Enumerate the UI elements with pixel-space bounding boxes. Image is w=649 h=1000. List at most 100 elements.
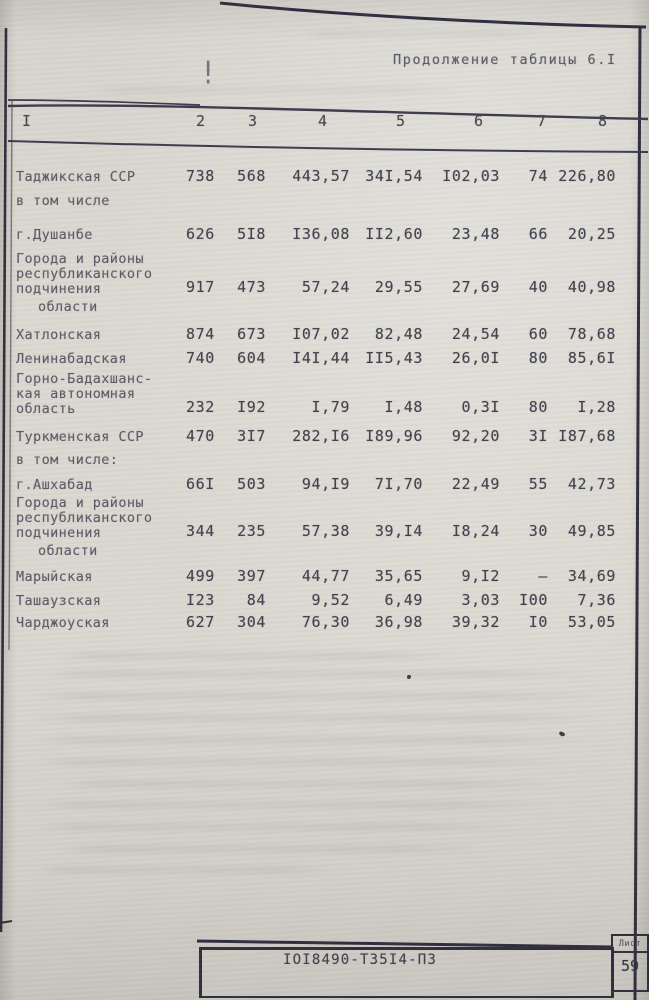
table-cell: 3I (528, 427, 548, 445)
table-cell: 397 (237, 567, 266, 585)
row-label: Ленинабадская (16, 351, 127, 367)
table-cell: 23,48 (451, 225, 500, 243)
table-row: Города и районы республиканского подчине… (16, 252, 648, 297)
table-cell: 80 (528, 349, 548, 367)
table-cell: 74 (528, 167, 548, 185)
table-cell: II2,60 (365, 225, 423, 243)
bleed-through-smudge (35, 714, 610, 722)
table-cell: 40 (528, 278, 548, 296)
row-label: Марыйская (16, 569, 93, 585)
row-label: Чарджоуская (16, 615, 110, 631)
table-cell: 226,80 (558, 167, 616, 185)
table-cell: 627 (186, 613, 215, 631)
table-cell: 6,49 (384, 591, 423, 609)
table-cell: 470 (186, 427, 215, 445)
bleed-through-smudge (60, 780, 560, 788)
table-cell: I23 (186, 591, 215, 609)
table-cell: 80 (528, 398, 548, 416)
row-label: Таджикская ССР в том числе (16, 169, 136, 209)
bleed-through-smudge (40, 670, 595, 678)
sheet-number: 59 (620, 957, 640, 975)
table-cell: 499 (186, 567, 215, 585)
row-label: г.Ашхабад (16, 477, 93, 493)
sheet-number-box: Лист 59 (611, 934, 649, 992)
table-cell: 60 (528, 325, 548, 343)
table-row: Таджикская ССР в том числе 738 568 443,5… (16, 162, 648, 213)
handwritten-mark: ! (200, 55, 217, 92)
table-cell: 0,3I (461, 398, 500, 416)
table-cell: 55 (528, 475, 548, 493)
row-label: Города и районы республиканского подчине… (16, 251, 153, 297)
table-cell: 673 (237, 325, 266, 343)
table-cell: I0 (528, 613, 548, 631)
table-cell: 30 (528, 522, 548, 540)
table-cell: 443,57 (292, 167, 350, 185)
table-cell: 503 (237, 475, 266, 493)
table-cell: 53,05 (567, 613, 616, 631)
table-cell: 57,38 (301, 522, 350, 540)
table-cell: 66I (186, 475, 215, 493)
table-cell: 5I8 (237, 225, 266, 243)
table-cell: 7,36 (577, 591, 616, 609)
row-label: в том числе: (16, 452, 119, 468)
table-cell: 40,98 (567, 278, 616, 296)
table-cell: 92,20 (451, 427, 500, 445)
column-header: 3 (248, 112, 258, 130)
table-cell: I00 (519, 591, 548, 609)
table-row: Хатлонская 874 673 I07,02 82,48 24,54 60… (16, 325, 648, 344)
table-cell: I02,03 (442, 167, 500, 185)
table-cell: 94,I9 (301, 475, 350, 493)
table-cell: 9,I2 (461, 567, 500, 585)
table-cell: I,28 (577, 398, 616, 416)
table-row: Марыйская 499 397 44,77 35,65 9,I2 – 34,… (16, 567, 648, 586)
bleed-through-smudge (90, 86, 470, 94)
document-number: IOI8490-Т35I4-ПЗ (283, 952, 438, 968)
table-row: г.Ашхабад 66I 503 94,I9 7I,70 22,49 55 4… (16, 475, 648, 494)
bleed-through-smudge (300, 30, 550, 38)
table-cell: 738 (186, 167, 215, 185)
table-cell: 232 (186, 398, 215, 416)
bleed-through-smudge (35, 801, 555, 809)
table-cell: I4I,44 (292, 349, 350, 367)
table-cell: 7I,70 (374, 475, 423, 493)
statistics-table: Таджикская ССР в том числе 738 568 443,5… (16, 158, 648, 632)
table-cell: 39,I4 (374, 522, 423, 540)
table-cell: 27,69 (451, 278, 500, 296)
table-row: Ташаузская I23 84 9,52 6,49 3,03 I00 7,3… (16, 591, 648, 610)
table-row: Туркменская ССР 470 3I7 282,I6 I89,96 92… (16, 427, 648, 446)
table-cell: 57,24 (301, 278, 350, 296)
table-cell: 82,48 (374, 325, 423, 343)
table-cell: 39,32 (451, 613, 500, 631)
table-cell: 85,6I (567, 349, 616, 367)
table-cell: I,48 (384, 398, 423, 416)
table-cell: I8,24 (451, 522, 500, 540)
table-cell: I,79 (311, 398, 350, 416)
bleed-through-smudge (38, 866, 338, 874)
table-row: в том числе: (16, 452, 648, 468)
table-cell: 42,73 (567, 475, 616, 493)
row-label: Туркменская ССР (16, 429, 144, 445)
column-header: 8 (598, 112, 608, 130)
table-cell: 29,55 (374, 278, 423, 296)
table-cell: I87,68 (558, 427, 616, 445)
table-cell: 917 (186, 278, 215, 296)
table-cell: 36,98 (374, 613, 423, 631)
table-cell: 282,I6 (292, 427, 350, 445)
column-header: 6 (474, 112, 484, 130)
row-label: г.Душанбе (16, 227, 93, 243)
row-label: Хатлонская (16, 327, 102, 343)
row-label: Города и районы республиканского подчине… (16, 495, 153, 541)
column-header: 4 (318, 112, 328, 130)
table-cell: 9,52 (311, 591, 350, 609)
table-cell: 22,49 (451, 475, 500, 493)
table-cell: 78,68 (567, 325, 616, 343)
table-cell: 66 (528, 225, 548, 243)
table-cell: 3,03 (461, 591, 500, 609)
row-label: Горно-Бадахшанс- кая автономная область (16, 371, 153, 417)
table-cell: II5,43 (365, 349, 423, 367)
bleed-through-smudge (60, 845, 480, 853)
table-cell: 24,54 (451, 325, 500, 343)
table-row: г.Душанбе 626 5I8 I36,08 II2,60 23,48 66… (16, 225, 648, 244)
column-header: 2 (196, 112, 206, 130)
